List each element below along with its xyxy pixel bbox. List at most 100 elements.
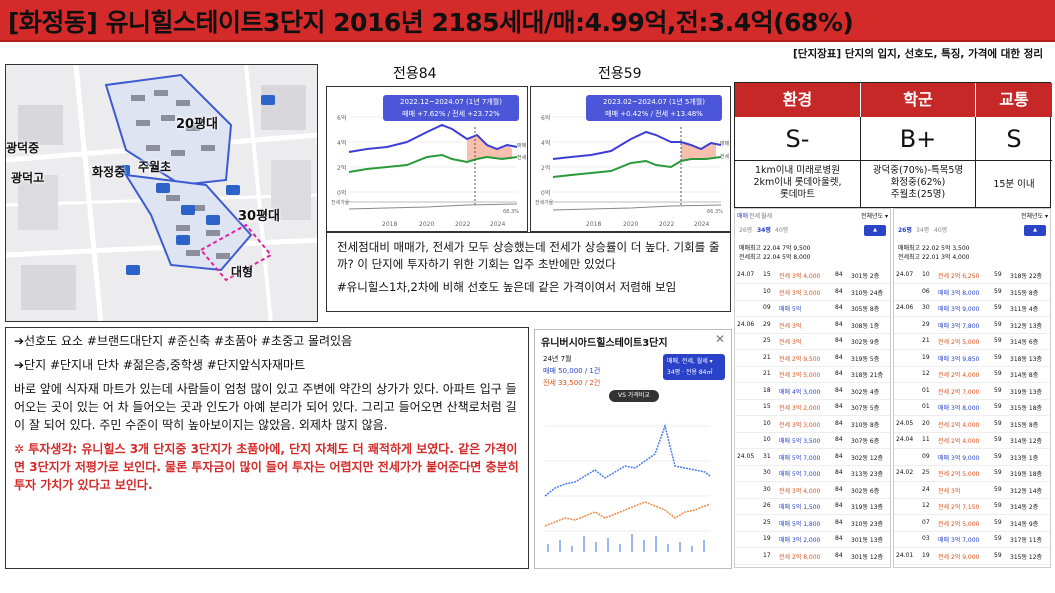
table-row[interactable]: 21 전세 2억 9,500 84 319동 5층 xyxy=(735,349,890,367)
chart-84-tag: 2022.12~2024.07 (1년 7개월) 매매 +7.62% / 전세 … xyxy=(383,95,519,121)
table-body: 24.07 15 전세 3억 4,000 84 301동 2층 10 전세 3억 3,000… xyxy=(735,266,890,566)
row-price: 매매 5억 7,000 xyxy=(779,454,821,462)
close-icon[interactable]: ✕ xyxy=(714,332,725,346)
row-day: 15 xyxy=(763,271,771,278)
year-filter[interactable]: 전체년도 ▾ xyxy=(861,213,888,220)
table-row[interactable]: 30 매매 5억 7,000 84 313동 23층 xyxy=(735,464,890,482)
row-day: 01 xyxy=(922,403,930,410)
row-day: 01 xyxy=(922,386,930,394)
row-unit: 310동 24층 xyxy=(851,289,884,297)
size-34[interactable]: 34평 xyxy=(757,227,771,234)
row-day: 24 xyxy=(922,485,930,493)
table-row[interactable]: 24 전세 3억 59 312동 14층 xyxy=(894,481,1050,499)
size-40[interactable]: 40평 xyxy=(775,227,789,234)
table-row[interactable]: 24.04 11 전세 2억 4,000 59 314동 12층 xyxy=(894,431,1050,449)
map-marker[interactable] xyxy=(156,183,170,193)
table-row[interactable]: 24.07 10 전세 2억 6,250 59 318동 22층 xyxy=(894,266,1050,284)
price-chart-84[interactable]: 2022.12~2024.07 (1년 7개월) 매매 +7.62% / 전세 … xyxy=(326,86,528,232)
table-row[interactable]: 09 매매 5억 84 305동 8층 xyxy=(735,299,890,317)
size-34[interactable]: 34평 xyxy=(916,227,930,234)
table-row[interactable]: 24.06 29 전세 3억 84 308동 1층 xyxy=(735,316,890,334)
max-rent: 전세최고 22.04 5억 8,000 xyxy=(739,254,811,261)
table-row[interactable]: 24.01 19 전세 2억 9,000 59 315동 12층 xyxy=(894,547,1050,565)
year-filter[interactable]: 전체년도 ▾ xyxy=(1021,213,1048,220)
grade-transport: S xyxy=(976,117,1052,161)
row-day: 30 xyxy=(763,469,771,476)
size-26[interactable]: 26평 xyxy=(739,227,753,234)
row-day: 30 xyxy=(763,485,771,493)
chart-title-59: 전용59 xyxy=(598,66,642,82)
transaction-table-59[interactable]: 전체년도 ▾ 26평 34평 40평 ▲ 매매최고 22.02 5억 3,500… xyxy=(893,208,1051,568)
row-price: 전세 2억 9,500 xyxy=(779,355,821,363)
subscribe-button[interactable]: ▲ xyxy=(864,225,886,236)
table-row[interactable]: 18 매매 4억 3,000 84 302동 4층 xyxy=(735,382,890,400)
size-26[interactable]: 26평 xyxy=(898,227,912,234)
table-row[interactable]: 10 매매 5억 3,500 84 307동 6층 xyxy=(735,431,890,449)
tab-rent[interactable]: 전세 xyxy=(749,213,761,220)
table-row[interactable]: 24.07 15 전세 3억 4,000 84 301동 2층 xyxy=(735,266,890,284)
table-row[interactable]: 03 매매 3억 7,000 59 317동 11층 xyxy=(894,530,1050,548)
map-marker[interactable] xyxy=(181,205,195,215)
table-row[interactable]: 26 매매 5억 1,500 84 319동 13층 xyxy=(735,497,890,515)
table-row[interactable]: 24.06 30 매매 3억 9,000 59 311동 4층 xyxy=(894,299,1050,317)
table-row[interactable]: 09 매매 3억 9,000 59 313동 1층 xyxy=(894,448,1050,466)
table-row[interactable]: 12 전세 2억 7,150 59 314동 2층 xyxy=(894,497,1050,515)
tab-monthly[interactable]: 월세 xyxy=(761,213,773,220)
chart-59-tag: 2023.02~2024.07 (1년 5개월) 매매 +0.42% / 전세 … xyxy=(586,95,722,121)
chart-84-xtick: 2024 xyxy=(490,221,506,228)
grade-school: B+ xyxy=(861,117,976,161)
table-row[interactable]: 24.05 31 매매 5억 7,000 84 302동 12층 xyxy=(735,448,890,466)
row-month: 24.07 xyxy=(896,271,914,278)
table-row[interactable]: 17 전세 2억 8,000 84 301동 12층 xyxy=(735,547,890,565)
map-marker[interactable] xyxy=(261,95,275,105)
row-unit: 313동 1층 xyxy=(1010,454,1039,462)
row-unit: 301동 13층 xyxy=(851,537,884,544)
row-day: 20 xyxy=(922,419,930,427)
table-row[interactable]: 15 전세 3억 2,000 84 307동 5층 xyxy=(735,398,890,416)
map-marker[interactable] xyxy=(126,265,140,275)
title-bar: [화정동] 유니힐스테이트3단지 2016년 2185세대/매:4.99억,전:… xyxy=(0,0,1055,42)
mini-chart-filter[interactable]: 매매, 전세, 월세 ▾ 34평 · 전용 84㎡ xyxy=(663,354,725,380)
transaction-table-84[interactable]: 매매 전세 월세 전체년도 ▾ 26평 34평 40평 ▲ 매매최고 22.04… xyxy=(734,208,891,568)
table-row[interactable]: 19 매매 3억 9,850 59 318동 13층 xyxy=(894,349,1050,367)
size-40[interactable]: 40평 xyxy=(934,227,948,234)
table-row[interactable]: 19 매매 3억 2,000 84 301동 13층 xyxy=(735,530,890,548)
row-day: 18 xyxy=(763,386,771,394)
trade-price-chart-panel[interactable]: 유니버시아드힐스테이트3단지 ✕ 24년 7월 매매 50,000 / 1건 전… xyxy=(534,329,732,569)
row-unit: 302동 12층 xyxy=(851,454,884,462)
row-day: 19 xyxy=(922,353,930,361)
table-row[interactable]: 07 전세 2억 5,000 59 314동 9층 xyxy=(894,514,1050,532)
row-day: 25 xyxy=(922,469,930,476)
table-row[interactable]: 21 전세 3억 5,000 84 318동 21층 xyxy=(735,365,890,383)
table-row[interactable]: 25 매매 5억 1,800 84 310동 23층 xyxy=(735,514,890,532)
compare-button[interactable]: VS 가격비교 xyxy=(609,390,659,402)
map-marker[interactable] xyxy=(206,215,220,225)
map-marker[interactable] xyxy=(116,165,130,175)
table-row[interactable]: 01 매매 3억 8,000 59 315동 18층 xyxy=(894,398,1050,416)
table-row[interactable]: 10 전세 3억 3,000 84 310동 8층 xyxy=(735,415,890,433)
row-area: 84 xyxy=(835,452,843,460)
map-marker[interactable] xyxy=(176,235,190,245)
subscribe-button[interactable]: ▲ xyxy=(1024,225,1046,236)
tab-sale[interactable]: 매매 xyxy=(737,213,749,220)
row-month: 24.05 xyxy=(737,452,755,460)
table-row[interactable]: 24.05 20 전세 2억 4,000 59 315동 8층 xyxy=(894,415,1050,433)
complex-map[interactable]: 광덕중 광덕고 화정중 주월초 20평대 30평대 대형 xyxy=(5,64,318,322)
table-row[interactable]: 30 전세 3억 4,000 84 302동 6층 xyxy=(735,481,890,499)
table-row[interactable]: 01 전세 2억 7,000 59 319동 13층 xyxy=(894,382,1050,400)
row-area: 59 xyxy=(994,551,1002,559)
table-row[interactable]: 06 매매 3억 8,000 59 315동 8층 xyxy=(894,283,1050,301)
table-row[interactable]: 24.02 25 전세 2억 5,000 59 319동 18층 xyxy=(894,464,1050,482)
table-row[interactable]: 12 전세 2억 4,000 59 314동 8층 xyxy=(894,365,1050,383)
table-row[interactable]: 21 전세 2억 5,000 59 314동 6층 xyxy=(894,332,1050,350)
price-chart-59[interactable]: 2023.02~2024.07 (1년 5개월) 매매 +0.42% / 전세 … xyxy=(530,86,731,232)
table-row[interactable]: 10 전세 3억 3,000 84 310동 24층 xyxy=(735,283,890,301)
map-marker[interactable] xyxy=(226,185,240,195)
row-price: 매매 3억 7,800 xyxy=(938,322,980,330)
table-row[interactable]: 25 전세 3억 84 302동 9층 xyxy=(735,332,890,350)
chart-59-ytick: 0억 xyxy=(541,190,551,197)
table-row[interactable]: 29 매매 3억 7,800 59 312동 13층 xyxy=(894,316,1050,334)
row-price: 매매 4억 3,000 xyxy=(779,388,821,396)
row-area: 59 xyxy=(994,419,1002,427)
row-unit: 315동 12층 xyxy=(1010,553,1043,561)
